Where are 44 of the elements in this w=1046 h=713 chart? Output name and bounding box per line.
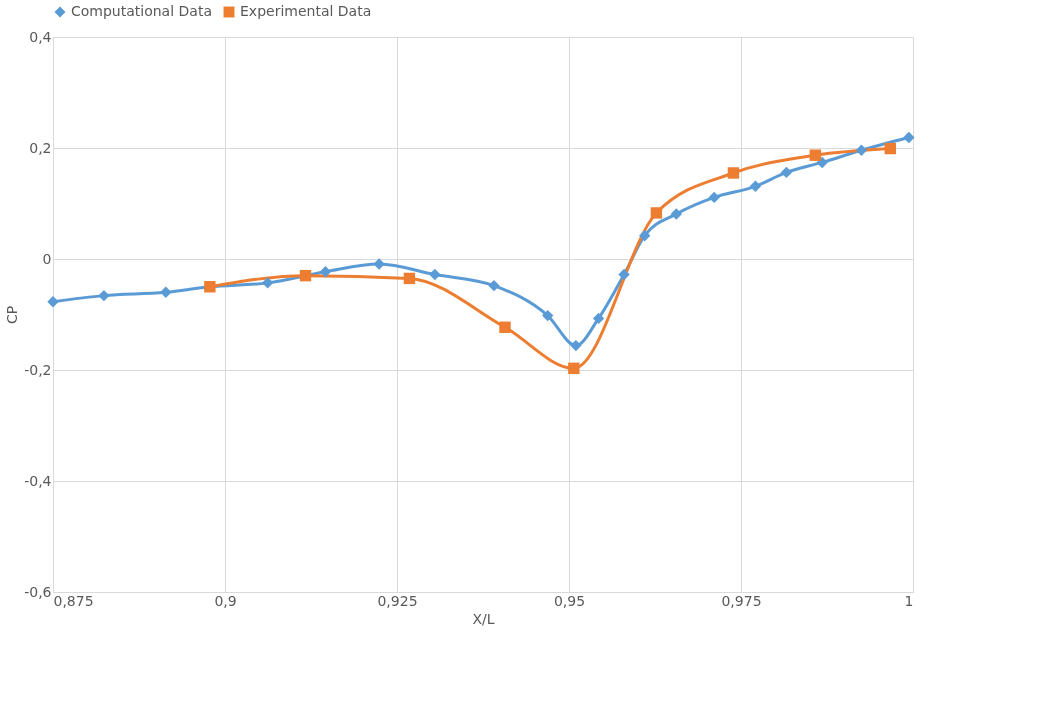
point (160, 286, 172, 298)
x-tick-label: 1 (904, 592, 914, 609)
y-tick-label: -0,4 (24, 472, 52, 489)
y-tick-label: 0,4 (29, 28, 52, 45)
x-tick-label: 0,875 (53, 592, 94, 609)
point (708, 191, 720, 204)
point (403, 272, 416, 285)
point (47, 296, 59, 308)
point (749, 180, 762, 192)
point (570, 339, 582, 352)
point (780, 166, 793, 179)
point (299, 269, 312, 282)
x-axis-title: X/L (472, 610, 495, 627)
point (884, 142, 896, 155)
point (618, 268, 630, 281)
point (429, 268, 441, 281)
point (809, 149, 822, 161)
point (650, 207, 663, 219)
y-tick-label: 0,2 (29, 139, 52, 156)
y-tick-label: -0,6 (24, 583, 52, 600)
point (816, 156, 828, 169)
legend-label: Computational Data (71, 3, 212, 19)
legend-label: Experimental Data (240, 3, 372, 19)
point (541, 309, 554, 322)
y-tick-label: -0,2 (24, 361, 52, 378)
x-tick-label: 0,95 (553, 592, 586, 609)
point (261, 277, 274, 289)
y-axis-title: CP (4, 305, 21, 325)
point (592, 312, 605, 325)
x-tick-label: 0,975 (721, 592, 762, 609)
point (670, 208, 683, 220)
x-tick-label: 0,9 (214, 592, 237, 609)
point (373, 258, 385, 270)
y-tick-label: 0 (42, 250, 52, 267)
x-tick-label: 0,925 (377, 592, 418, 609)
point (855, 144, 868, 156)
point (488, 279, 500, 292)
point (98, 289, 110, 302)
point (499, 321, 511, 333)
point (903, 131, 915, 144)
point (638, 229, 651, 242)
point (727, 167, 740, 179)
point (568, 362, 580, 375)
point (319, 266, 332, 278)
